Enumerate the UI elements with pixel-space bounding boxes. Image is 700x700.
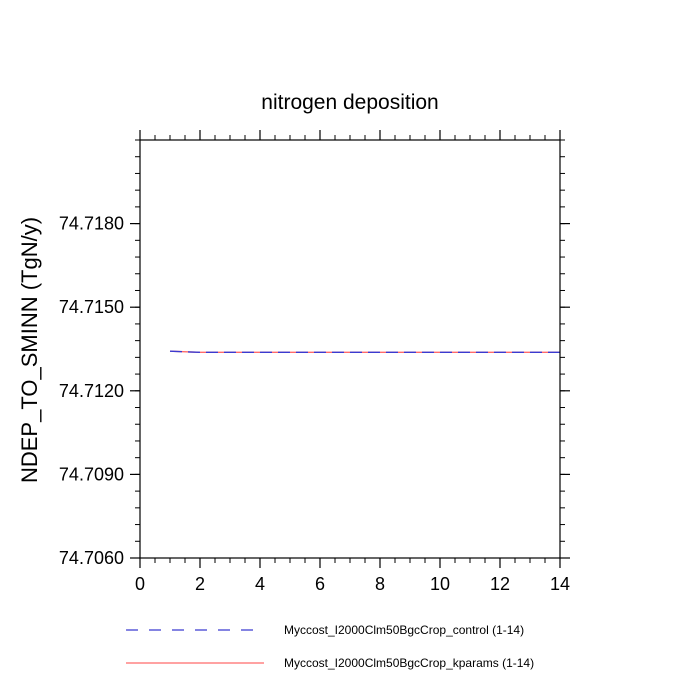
legend-label-1: Myccost_I2000Clm50BgcCrop_kparams (1-14)	[284, 656, 534, 670]
y-tick-label: 74.7120	[59, 381, 124, 401]
series-line-0	[169, 350, 560, 354]
plot-frame	[139, 139, 561, 559]
x-tick-label: 2	[195, 574, 205, 594]
y-tick-label: 74.7060	[59, 548, 124, 568]
legend-label-0: Myccost_I2000Clm50BgcCrop_control (1-14)	[284, 623, 524, 637]
x-tick-label: 14	[550, 574, 570, 594]
y-tick-label: 74.7090	[59, 464, 124, 484]
x-tick-label: 0	[135, 574, 145, 594]
x-tick-label: 4	[255, 574, 265, 594]
x-tick-label: 8	[375, 574, 385, 594]
y-axis-label: NDEP_TO_SMINN (TgN/y)	[17, 217, 42, 483]
x-tick-label: 10	[430, 574, 450, 594]
x-tick-label: 12	[490, 574, 510, 594]
chart-title: nitrogen deposition	[261, 91, 438, 114]
x-tick-label: 6	[315, 574, 325, 594]
y-tick-label: 74.7180	[59, 214, 124, 234]
y-tick-label: 74.7150	[59, 297, 124, 317]
